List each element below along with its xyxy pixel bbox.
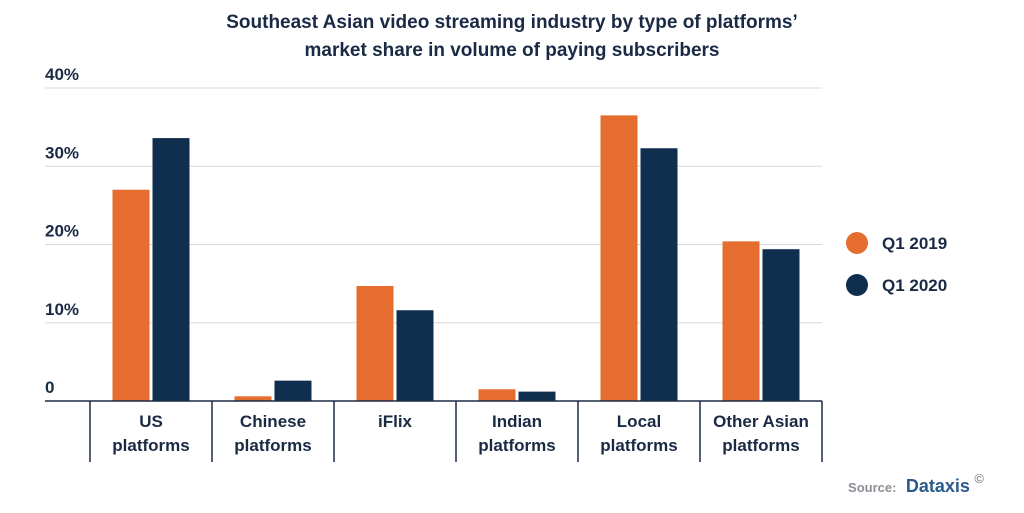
bar-q1-2019 (600, 115, 638, 401)
source-brand: Dataxis (906, 476, 970, 496)
x-tick-label: iFlix (378, 412, 413, 431)
x-tick-label: platforms (234, 436, 311, 455)
bar-q1-2020 (152, 138, 190, 401)
bar-q1-2020 (640, 148, 678, 401)
bar-q1-2019 (234, 396, 272, 401)
x-tick-label: platforms (478, 436, 555, 455)
legend-marker (846, 274, 868, 296)
source-copyright-mark: © (974, 471, 984, 486)
y-tick-label: 0 (45, 378, 54, 397)
legend-marker (846, 232, 868, 254)
source-prefix: Source: (848, 480, 896, 495)
x-tick-label: platforms (600, 436, 677, 455)
x-tick-label: Indian (492, 412, 542, 431)
x-tick-label: Other Asian (713, 412, 809, 431)
x-tick-label: Chinese (240, 412, 306, 431)
y-tick-label: 20% (45, 222, 79, 241)
legend: Q1 2019 Q1 2020 (846, 232, 947, 296)
bar-q1-2019 (112, 189, 150, 401)
bar-q1-2019 (722, 241, 760, 401)
chart-title-line-1: Southeast Asian video streaming industry… (226, 12, 798, 33)
x-tick-label: US (139, 412, 163, 431)
chart-title-line-2: market share in volume of paying subscri… (305, 40, 720, 61)
legend-label: Q1 2019 (882, 234, 947, 253)
source-text: Source: Dataxis © (848, 471, 984, 496)
y-axis-ticks: 0 10% 20% 30% 40% (45, 65, 79, 397)
bar-q1-2020 (396, 310, 434, 401)
bar-q1-2019 (356, 285, 394, 401)
y-tick-label: 40% (45, 65, 79, 84)
bar-q1-2020 (274, 380, 312, 401)
bar-q1-2020 (762, 249, 800, 401)
x-tick-label: Local (617, 412, 661, 431)
x-tick-label: platforms (722, 436, 799, 455)
bars (112, 115, 800, 401)
bar-q1-2019 (478, 389, 516, 401)
chart-title: Southeast Asian video streaming industry… (226, 12, 798, 61)
x-tick-label: platforms (112, 436, 189, 455)
y-tick-label: 30% (45, 143, 79, 162)
legend-label: Q1 2020 (882, 276, 947, 295)
source-credit: Source: Dataxis © (848, 471, 984, 496)
y-tick-label: 10% (45, 300, 79, 319)
x-axis (45, 400, 823, 462)
bar-q1-2020 (518, 391, 556, 401)
x-axis-tick-labels: US platforms Chinese platforms iFlix Indian pl… (112, 412, 809, 455)
